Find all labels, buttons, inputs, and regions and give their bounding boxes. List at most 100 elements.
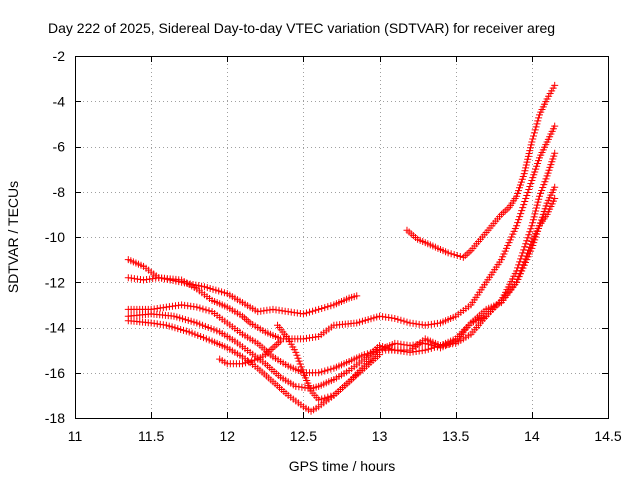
data-point-marker [513, 278, 521, 286]
data-point-marker [453, 252, 461, 260]
data-point-marker [503, 205, 511, 213]
data-point-marker [295, 357, 303, 365]
data-point-marker [514, 275, 522, 283]
data-point-marker [523, 158, 531, 166]
data-point-marker [526, 228, 534, 236]
data-point-marker [520, 258, 528, 266]
data-point-marker [220, 289, 228, 297]
data-point-marker [521, 198, 529, 206]
chart-title: Day 222 of 2025, Sidereal Day-to-day VTE… [48, 20, 555, 36]
data-point-marker [327, 392, 335, 400]
data-point-marker [297, 363, 305, 371]
data-point-marker [215, 287, 223, 295]
data-point-marker [251, 356, 259, 364]
x-tick-label: 14 [524, 428, 540, 444]
data-point-marker [292, 348, 300, 356]
data-point-marker [275, 339, 283, 347]
data-point-marker [244, 317, 252, 325]
data-point-marker [194, 331, 202, 339]
y-tick-label: -4 [53, 93, 66, 109]
data-point-marker [522, 195, 530, 203]
data-point-marker [537, 189, 545, 197]
data-point-marker [197, 333, 205, 341]
data-point-marker [551, 149, 559, 157]
data-point-marker [523, 192, 531, 200]
y-axis-tick-labels: -18 -16 -14 -12 -10 -8 -6 -4 -2 [45, 48, 65, 426]
data-point-marker [513, 222, 521, 230]
data-point-marker [551, 81, 559, 89]
data-point-marker [527, 141, 535, 149]
data-point-marker [212, 286, 220, 294]
data-point-marker [521, 255, 529, 263]
data-point-marker [324, 303, 332, 311]
data-point-marker [273, 340, 281, 348]
data-point-marker [324, 366, 332, 374]
data-point-marker [373, 313, 381, 321]
data-point-marker [430, 342, 438, 350]
data-point-marker [465, 248, 473, 256]
data-point-marker [535, 195, 543, 203]
data-point-marker [529, 216, 537, 224]
data-point-marker [306, 308, 314, 316]
data-point-marker [269, 344, 277, 352]
data-point-marker [190, 318, 198, 326]
data-point-marker [542, 175, 550, 183]
data-point-marker [200, 283, 208, 291]
data-point-marker [514, 219, 522, 227]
series-sat-h [403, 81, 559, 261]
grid [75, 56, 608, 418]
y-tick-label: -6 [53, 139, 66, 155]
data-point-marker [525, 231, 533, 239]
data-point-marker [526, 147, 534, 155]
data-point-marker [529, 219, 537, 227]
data-point-marker [459, 253, 467, 261]
x-tick-label: 13.5 [442, 428, 469, 444]
data-point-marker [391, 314, 399, 322]
data-markers [124, 81, 559, 415]
data-point-marker [327, 302, 335, 310]
data-point-marker [177, 325, 185, 333]
x-tick-label: 11 [68, 428, 83, 444]
series-sat-f [216, 337, 285, 368]
data-point-marker [527, 225, 535, 233]
data-point-marker [535, 192, 543, 200]
data-point-marker [168, 323, 176, 331]
data-point-marker [202, 335, 210, 343]
x-tick-label: 12 [219, 428, 235, 444]
data-point-marker [318, 368, 326, 376]
data-point-marker [174, 325, 182, 333]
data-point-marker [403, 318, 411, 326]
data-point-marker [271, 342, 279, 350]
data-point-marker [525, 246, 533, 254]
data-point-marker [207, 325, 215, 333]
data-point-marker [171, 324, 179, 332]
data-point-marker [182, 327, 190, 335]
data-point-marker [519, 204, 527, 212]
data-point-marker [173, 313, 181, 321]
data-point-marker [526, 243, 534, 251]
data-point-marker [315, 396, 323, 404]
data-point-marker [162, 321, 170, 329]
data-point-marker [499, 209, 507, 217]
data-point-marker [218, 288, 226, 296]
data-point-marker [524, 189, 532, 197]
data-point-marker [298, 366, 306, 374]
data-point-marker [205, 336, 213, 344]
data-point-marker [318, 304, 326, 312]
data-point-marker [519, 261, 527, 269]
data-point-marker [517, 267, 525, 275]
data-point-marker [245, 358, 253, 366]
axis-ticks [75, 56, 609, 419]
data-point-marker [327, 365, 335, 373]
y-tick-label: -8 [53, 184, 66, 200]
data-point-marker [539, 184, 547, 192]
data-point-marker [364, 316, 372, 324]
data-point-marker [296, 360, 304, 368]
data-point-marker [324, 393, 332, 401]
data-point-marker [193, 319, 201, 327]
data-point-marker [242, 316, 250, 324]
data-point-marker [463, 250, 471, 258]
data-point-marker [302, 309, 310, 317]
data-point-marker [540, 181, 548, 189]
data-point-marker [400, 317, 408, 325]
